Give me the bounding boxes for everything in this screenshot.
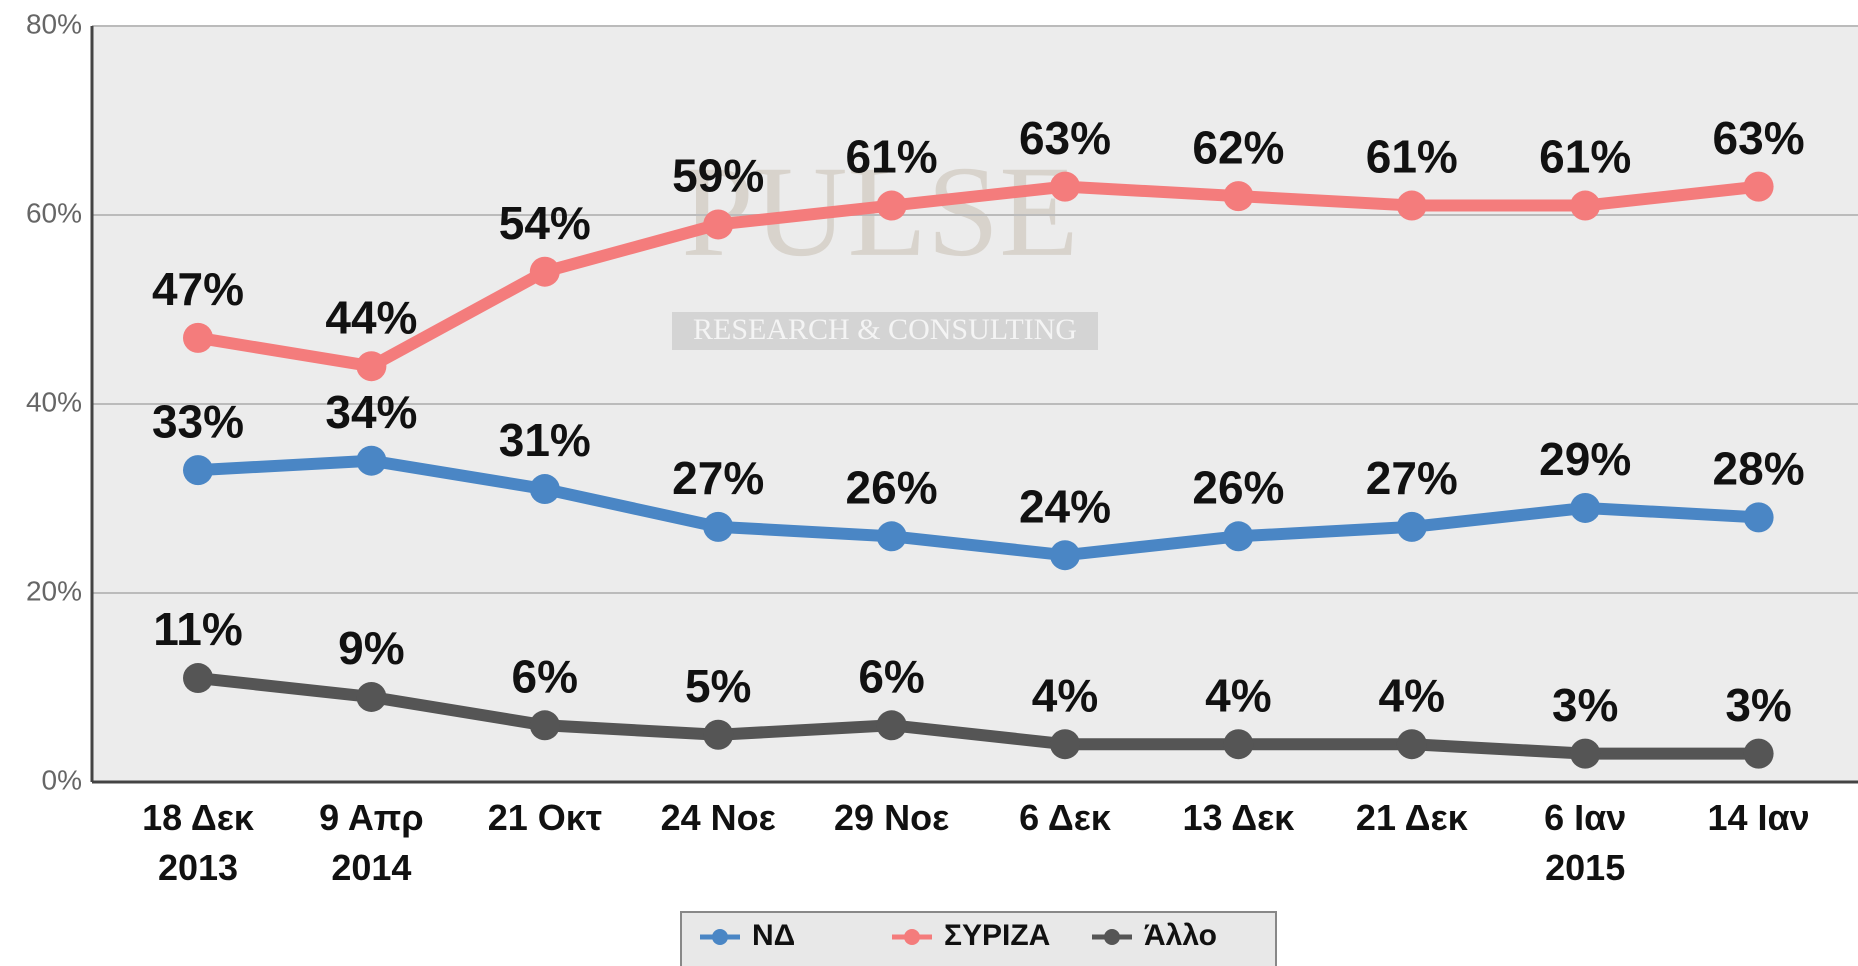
point (529, 256, 560, 287)
legend-label: ΣΥΡΙΖΑ (944, 919, 1050, 952)
value-label: 24% (1019, 480, 1111, 532)
legend-marker (1104, 929, 1120, 945)
point (1396, 190, 1427, 221)
value-label: 61% (1366, 131, 1458, 183)
value-label: 28% (1713, 443, 1805, 495)
value-label: 3% (1552, 679, 1618, 731)
x-tick-label: 21 Δεκ (1356, 797, 1469, 838)
point (356, 681, 387, 712)
legend-label: ΝΔ (752, 919, 795, 952)
point (183, 322, 213, 353)
point (529, 710, 560, 741)
point (876, 190, 907, 221)
y-tick-label: 20% (26, 575, 82, 606)
point (1396, 729, 1427, 760)
point (703, 719, 734, 750)
value-label: 27% (1366, 452, 1458, 504)
point (529, 474, 560, 505)
value-label: 3% (1725, 679, 1791, 731)
point (1050, 540, 1080, 571)
point (1743, 738, 1774, 769)
point (703, 209, 734, 240)
value-label: 26% (846, 461, 938, 513)
value-label: 44% (325, 291, 417, 343)
x-tick-label: 9 Απρ 2014 (319, 797, 424, 888)
series-line (197, 672, 1759, 760)
y-tick-label: 40% (26, 386, 82, 417)
value-label: 27% (672, 452, 764, 504)
value-label: 34% (325, 386, 417, 438)
point (876, 710, 907, 741)
value-label: 63% (1019, 112, 1111, 164)
point (876, 521, 907, 552)
value-label: 26% (1192, 461, 1284, 513)
value-label: 9% (338, 622, 404, 674)
value-label: 47% (152, 263, 244, 315)
x-tick-label: 6 Δεκ (1019, 797, 1112, 838)
point (1743, 502, 1774, 533)
value-label: 33% (152, 395, 244, 447)
value-label: 4% (1379, 669, 1445, 721)
point (1223, 181, 1254, 212)
value-label: 6% (858, 650, 924, 702)
point (703, 511, 734, 542)
value-label: 4% (1032, 669, 1098, 721)
value-label: 54% (499, 197, 591, 249)
point (1570, 492, 1601, 523)
watermark-box (672, 312, 1098, 350)
legend-marker (712, 929, 728, 945)
x-tick-label: 14 Ιαν (1707, 797, 1809, 838)
point (183, 663, 213, 694)
legend (680, 911, 1277, 966)
value-label: 63% (1713, 112, 1805, 164)
point (1223, 729, 1254, 760)
value-label: 62% (1192, 121, 1284, 173)
x-tick-label: 21 Οκτ (488, 797, 602, 838)
value-label: 4% (1205, 669, 1271, 721)
value-label: 6% (512, 650, 578, 702)
value-label: 5% (685, 660, 751, 712)
x-tick-label: 24 Νοε (661, 797, 776, 838)
point (356, 351, 387, 382)
point (1050, 729, 1080, 760)
value-label: 31% (499, 414, 591, 466)
series-line (197, 180, 1760, 373)
value-label: 29% (1539, 433, 1631, 485)
point (1570, 738, 1601, 769)
value-label: 61% (1539, 131, 1631, 183)
point (356, 445, 387, 476)
x-tick-label: 6 Ιαν 2015 (1544, 797, 1626, 888)
y-tick-label: 60% (26, 197, 82, 228)
point (1396, 511, 1427, 542)
y-tick-label: 0% (42, 764, 82, 795)
y-tick-label: 80% (26, 8, 82, 39)
legend-label: Άλλο (1144, 919, 1217, 952)
value-label: 61% (846, 131, 938, 183)
point (1050, 171, 1080, 202)
x-tick-label: 18 Δεκ 2013 (142, 797, 255, 888)
x-tick-label: 13 Δεκ (1183, 797, 1296, 838)
series-line (197, 454, 1759, 562)
x-tick-label: 29 Νοε (834, 797, 949, 838)
point (1223, 521, 1254, 552)
legend-marker (904, 929, 920, 945)
point (1743, 171, 1774, 202)
point (183, 455, 213, 486)
watermark: RESEARCH & CONSULTING (693, 313, 1077, 346)
point (1570, 190, 1601, 221)
value-label: 59% (672, 150, 764, 202)
value-label: 11% (153, 603, 243, 655)
